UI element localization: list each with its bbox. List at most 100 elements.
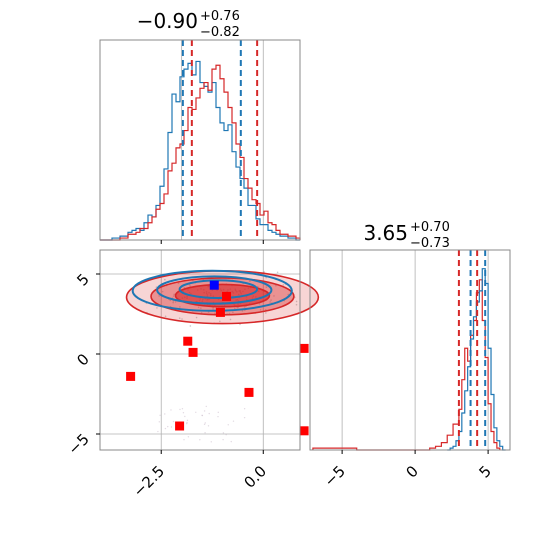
bl-marker-blue-0 (209, 280, 219, 290)
br-title-minus: −0.73 (410, 236, 450, 251)
bl-scatter-point (172, 300, 175, 302)
bl-scatter-point (228, 312, 231, 315)
bl-scatter-point (199, 439, 201, 441)
bl-scatter-point (156, 307, 158, 309)
bl-scatter-point (263, 271, 265, 273)
bl-scatter-point (295, 300, 298, 303)
bl-marker-red-4 (244, 387, 254, 397)
bl-scatter-point (186, 419, 189, 422)
bl-scatter-point (195, 411, 197, 414)
br-hist-blue (447, 268, 506, 451)
bl-scatter-point (178, 317, 181, 319)
bl-marker-red-3 (175, 421, 185, 431)
bl-scatter-point (225, 433, 227, 436)
br-hist-red (312, 279, 501, 451)
bl-scatter-point (269, 301, 271, 303)
bl-marker-red-6 (299, 426, 309, 436)
bl-scatter-point (239, 323, 241, 326)
bl-scatter-point (295, 303, 298, 306)
br-title-plus: +0.70 (410, 220, 450, 235)
bl-scatter-point (177, 282, 180, 285)
bl-scatter-point (172, 420, 175, 423)
bl-marker-red-2 (188, 347, 198, 357)
bl-scatter-point (212, 308, 214, 310)
bl-scatter-point (203, 423, 206, 426)
bl-scatter-point (219, 320, 221, 323)
bl-scatter-point (170, 409, 172, 411)
bl-scatter-point (217, 415, 219, 418)
bl-scatter-point (172, 301, 174, 304)
bl-ytick-label-1: 0 (73, 350, 92, 369)
tl-title-minus: −0.82 (200, 25, 240, 40)
bl-marker-red-8 (215, 307, 225, 317)
bl-scatter-point (243, 408, 246, 410)
bl-scatter-point (282, 284, 285, 286)
bl-scatter-point (183, 438, 185, 441)
br-xtick-label-2: 5 (475, 462, 494, 481)
bl-scatter-point (210, 441, 212, 443)
bl-blue-contour-0 (178, 279, 259, 300)
tl-title-main: −0.90 (137, 9, 198, 33)
bl-scatter-point (164, 315, 167, 318)
bl-scatter-point (264, 308, 267, 311)
bl-scatter-point (195, 316, 198, 319)
bl-ytick-label-2: 5 (73, 270, 92, 289)
bl-scatter-point (203, 410, 206, 412)
bl-scatter-point (287, 293, 290, 296)
bl-ytick-label-0: −5 (64, 430, 92, 458)
bl-scatter-point (158, 421, 160, 423)
bl-scatter-point (187, 436, 190, 438)
bl-scatter-point (159, 414, 161, 417)
bl-scatter-point (179, 408, 181, 411)
bl-scatter-point (217, 411, 219, 414)
bl-scatter-point (184, 415, 186, 418)
br-xtick-label-1: 0 (402, 462, 421, 481)
bl-scatter-point (170, 426, 173, 428)
bl-scatter-point (243, 416, 246, 419)
bl-scatter-point (182, 412, 185, 414)
bl-scatter-point (197, 306, 200, 309)
bl-scatter-point (174, 301, 177, 303)
bl-scatter-point (158, 295, 160, 297)
bl-scatter-point (200, 311, 203, 314)
tl-title-plus: +0.76 (200, 9, 240, 24)
bl-blue-contour-2 (131, 269, 293, 312)
bl-scatter-point (232, 311, 234, 314)
bl-scatter-point (275, 284, 277, 287)
bl-scatter-point (214, 312, 216, 315)
tl-frame (99, 39, 301, 241)
bl-scatter-point (243, 306, 246, 308)
bl-scatter-point (234, 307, 236, 310)
bl-marker-red-7 (222, 291, 232, 301)
bl-scatter-point (276, 271, 279, 274)
bl-scatter-point (161, 290, 164, 293)
bl-scatter-point (173, 293, 175, 296)
bl-marker-red-1 (183, 336, 193, 346)
bl-scatter-point (205, 405, 207, 408)
bl-scatter-point (189, 325, 192, 327)
bl-scatter-point (265, 312, 267, 314)
br-xtick-label-0: −5 (321, 462, 349, 490)
bl-scatter-point (273, 295, 275, 297)
bl-scatter-point (222, 438, 224, 441)
tl-hist-red (100, 64, 301, 241)
br-title-main: 3.65 (363, 221, 408, 245)
bl-scatter-point (164, 278, 166, 281)
bl-scatter-point (186, 422, 188, 425)
bl-scatter-point (265, 286, 268, 288)
bl-xtick-label-0: −2.5 (130, 462, 168, 500)
bl-scatter-point (181, 408, 184, 410)
bl-scatter-point (172, 295, 175, 297)
bl-blue-contour-1 (156, 275, 273, 305)
bl-scatter-point (207, 425, 210, 427)
bl-scatter-point (241, 310, 244, 312)
bl-scatter-point (232, 420, 235, 422)
bl-scatter-point (164, 413, 166, 415)
bl-scatter-point (204, 432, 206, 434)
bl-scatter-point (204, 422, 206, 424)
bl-scatter-point (236, 306, 238, 309)
bl-scatter-point (208, 412, 210, 415)
bl-scatter-point (201, 414, 203, 417)
bl-scatter-point (227, 424, 229, 426)
bl-scatter-point (169, 299, 172, 302)
